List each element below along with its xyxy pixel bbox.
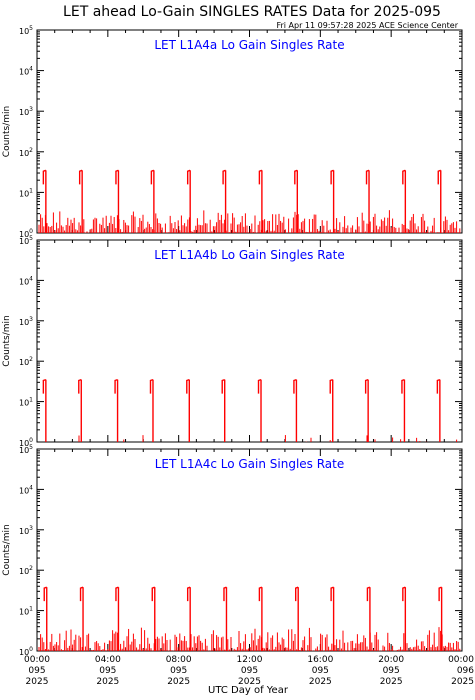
spike-mark [438,586,442,602]
plot-frame [36,239,463,443]
spike-mark [365,169,370,185]
spike-mark [258,169,263,185]
spike-mark [78,378,82,394]
y-tick-label: 104 [19,66,33,77]
spike-mark [186,169,191,185]
x-tick-label: 2025 [96,677,119,687]
spike-mark [329,378,333,394]
x-tick-label: 12:00 [237,655,263,665]
x-tick-label: 095 [28,666,45,676]
generation-timestamp: Fri Apr 11 09:57:28 2025 ACE Science Cen… [276,21,458,30]
chart-panel-3: 100 101 102 103 104 105 LET L1A4c Lo Gain Sing… [2,444,463,657]
y-tick-label: 101 [19,606,33,617]
spike-mark [402,586,406,602]
spike-mark [257,378,262,394]
y-tick-label: 105 [19,235,33,246]
x-tick-label: 2025 [451,677,474,687]
spike-mark [186,586,191,602]
panel-title: LET L1A4a Lo Gain Singles Rate [154,38,344,52]
y-tick-label: 101 [19,187,33,198]
x-tick-label: 096 [457,666,474,676]
spike-mark [330,586,334,602]
y-tick-label: 103 [19,316,33,327]
x-tick-label: 20:00 [378,655,404,665]
y-axis-label: Counts/min [2,524,12,575]
spike-mark [436,378,441,394]
spike-mark [401,378,405,394]
spike-mark [79,586,84,602]
x-tick-label: 2025 [167,677,190,687]
x-tick-label: 00:00 [24,655,50,665]
x-axis-labels: 00:00095202504:00095202508:00095202512:0… [24,655,474,687]
y-tick-label: 105 [19,25,33,36]
y-tick-label: 102 [19,565,33,576]
data-series [38,586,461,651]
x-axis-label: UTC Day of Year [208,685,289,696]
x-tick-label: 095 [170,666,187,676]
y-tick-label: 100 [19,228,33,239]
spike-mark [114,378,118,394]
spike-mark [330,169,334,185]
y-tick-label: 102 [19,356,33,367]
spike-mark [42,378,47,394]
figure-title: LET ahead Lo-Gain SINGLES RATES Data for… [63,4,441,20]
spike-mark [43,586,47,602]
plot-frame [36,29,463,234]
spike-mark [186,378,190,394]
panel-title: LET L1A4b Lo Gain Singles Rate [154,248,345,262]
spike-mark [222,169,226,185]
y-tick-label: 101 [19,397,33,408]
spike-mark [366,586,371,602]
spike-mark [364,378,369,394]
spike-mark [42,169,47,185]
x-tick-label: 08:00 [166,655,192,665]
x-tick-label: 2025 [380,677,403,687]
y-axis-label: Counts/min [2,106,12,157]
data-series [42,378,458,442]
x-tick-label: 095 [99,666,116,676]
x-tick-label: 2025 [309,677,332,687]
y-tick-label: 103 [19,525,33,536]
x-tick-label: 095 [383,666,400,676]
x-tick-label: 00:00 [448,655,474,665]
spike-mark [258,586,263,602]
plot-frame [36,448,463,652]
x-tick-label: 16:00 [307,655,333,665]
spike-mark [151,586,155,602]
y-tick-label: 102 [19,147,33,158]
chart-panel-2: 100 101 102 103 104 105 LET L1A4b Lo Gain Sing… [2,235,463,448]
spike-mark [115,169,119,185]
spike-mark [294,586,299,602]
y-tick-label: 104 [19,484,33,495]
panel-title: LET L1A4c Lo Gain Singles Rate [155,457,345,471]
panels-group: 100 101 102 103 104 105 LET L1A4a Lo Gain Sing… [2,25,463,657]
y-tick-label: 100 [19,646,33,657]
x-tick-label: 04:00 [95,655,121,665]
spike-mark [437,169,441,185]
y-tick-label: 104 [19,275,33,286]
y-tick-label: 103 [19,106,33,117]
spike-mark [402,169,406,185]
x-tick-label: 2025 [26,677,49,687]
y-tick-label: 105 [19,444,33,455]
y-axis-label: Counts/min [2,315,12,366]
x-tick-label: 095 [241,666,258,676]
spike-mark [149,378,154,394]
x-tick-label: 095 [312,666,329,676]
spike-mark [115,586,119,602]
y-tick-label: 100 [19,437,33,448]
spike-mark [221,378,225,394]
x-tick-label: 2025 [238,677,261,687]
spike-mark [293,378,297,394]
chart-panel-1: 100 101 102 103 104 105 LET L1A4a Lo Gain Sing… [2,25,463,239]
spike-mark [78,169,83,185]
spike-mark [294,169,298,185]
spike-mark [223,586,227,602]
spike-mark [150,169,155,185]
data-series [38,169,461,233]
